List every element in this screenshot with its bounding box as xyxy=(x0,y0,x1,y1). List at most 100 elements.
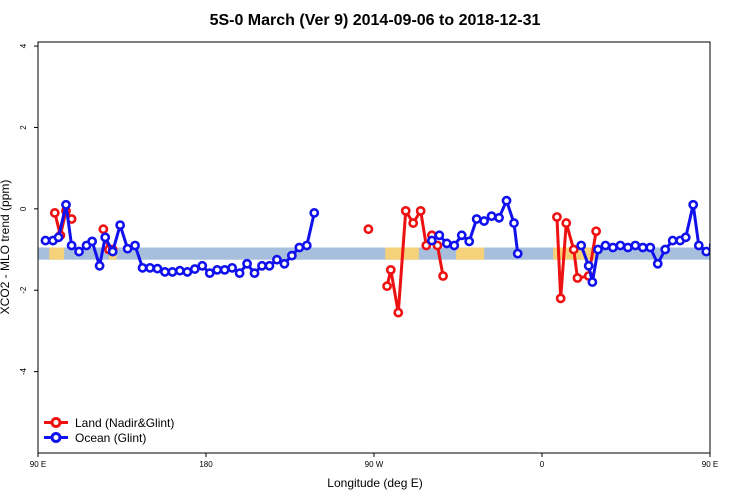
series-1-point-0-14 xyxy=(137,262,148,273)
series-0-point-3-0 xyxy=(382,281,392,292)
series-1-point-2-11 xyxy=(652,258,663,269)
series-1-point-0-23 xyxy=(204,268,215,279)
series-1-point-0-12 xyxy=(122,243,133,254)
series-1-point-2-4 xyxy=(600,240,611,251)
y-tick-label-0: -4 xyxy=(19,368,28,376)
series-1-point-1-7 xyxy=(479,216,490,226)
series-1-point-1-1 xyxy=(434,230,445,241)
series-0-point-0-0 xyxy=(49,208,60,218)
series-1-point-0-33 xyxy=(279,258,290,269)
series-1-point-0-36 xyxy=(301,240,312,251)
series-1-point-2-1 xyxy=(583,260,594,271)
series-1-point-1-9 xyxy=(494,212,504,223)
series-0-point-4-2 xyxy=(561,218,572,228)
series-1-point-1-4 xyxy=(456,230,467,241)
series-1-point-0-4 xyxy=(66,240,77,251)
y-tick-label-2: 0 xyxy=(19,206,28,211)
legend: Land (Nadir&Glint) Ocean (Glint) xyxy=(44,416,174,445)
legend-swatch-ocean-marker xyxy=(50,432,62,443)
x-tick-label-2: 90 W xyxy=(365,460,384,469)
x-axis-label: Longitude (deg E) xyxy=(327,476,422,490)
x-tick-label-4: 90 E xyxy=(702,460,718,469)
series-1-point-1-5 xyxy=(464,236,475,247)
series-1-point-2-15 xyxy=(680,232,691,243)
series-1-point-1-6 xyxy=(471,214,482,224)
legend-swatch-land-marker xyxy=(50,417,62,428)
series-1-point-1-8 xyxy=(486,211,497,222)
x-tick-label-1: 180 xyxy=(199,460,213,469)
series-1-point-0-17 xyxy=(160,267,170,277)
series-1-point-0-31 xyxy=(264,260,275,271)
series-1-point-0-24 xyxy=(212,264,223,275)
series-1-point-2-3 xyxy=(593,244,603,255)
series-1-point-0-0 xyxy=(40,235,51,246)
series-0-point-3-2 xyxy=(393,307,404,318)
series-0-point-1-0 xyxy=(98,224,109,235)
x-tick-label-3: 0 xyxy=(540,460,545,469)
series-0-point-4-3 xyxy=(568,244,579,255)
series-1-point-1-10 xyxy=(501,195,512,206)
series-1-point-2-10 xyxy=(645,242,656,253)
series-1-point-0-35 xyxy=(294,242,305,253)
series-1-point-0-34 xyxy=(286,250,297,261)
series-1-point-0-18 xyxy=(167,267,178,277)
series-1-point-2-5 xyxy=(608,242,618,253)
series-1-point-1-0 xyxy=(426,235,437,246)
series-0-point-4-1 xyxy=(555,293,566,304)
series-1-point-2-16 xyxy=(688,199,699,210)
series-1-point-0-20 xyxy=(182,267,193,277)
y-axis-label: XCO2 - MLO trend (ppm) xyxy=(0,180,12,315)
y-tick-label-1: -2 xyxy=(19,286,28,294)
series-1-point-0-32 xyxy=(272,254,282,265)
y-tick-label-4: 4 xyxy=(19,43,28,48)
series-1-point-0-5 xyxy=(74,246,84,257)
chart-title: 5S-0 March (Ver 9) 2014-09-06 to 2018-12… xyxy=(210,12,541,29)
series-1-point-0-11 xyxy=(115,220,126,231)
series-0-point-3-1 xyxy=(385,264,396,275)
series-1-point-1-3 xyxy=(449,240,460,251)
series-0-point-3-3 xyxy=(400,205,411,216)
series-0-point-4-4 xyxy=(572,273,583,283)
series-1-point-0-30 xyxy=(257,260,267,271)
series-1-point-2-0 xyxy=(576,240,587,251)
series-1-point-2-6 xyxy=(615,240,626,251)
series-1-point-0-21 xyxy=(189,264,200,274)
series-0-point-3-5 xyxy=(415,205,426,216)
series-1-point-0-2 xyxy=(53,232,64,243)
band-1-segment-0 xyxy=(49,247,65,260)
series-1-point-2-8 xyxy=(630,240,641,251)
plot-area xyxy=(38,195,710,318)
series-1-point-0-19 xyxy=(174,265,185,276)
series-1-point-0-7 xyxy=(87,236,98,247)
series-1-point-1-12 xyxy=(512,248,523,259)
y-axis-ticks: -4 -2 0 2 4 xyxy=(19,43,38,375)
series-1-point-2-7 xyxy=(622,242,633,253)
series-1-point-0-8 xyxy=(94,260,105,271)
series-1-point-0-29 xyxy=(249,268,260,279)
legend-label-ocean: Ocean (Glint) xyxy=(75,431,146,445)
series-1-point-0-15 xyxy=(145,262,155,273)
series-1-point-2-13 xyxy=(667,235,678,246)
x-tick-label-0: 90 E xyxy=(30,460,46,469)
legend-label-land: Land (Nadir&Glint) xyxy=(75,416,174,430)
y-tick-label-3: 2 xyxy=(19,125,28,130)
series-1-point-1-11 xyxy=(509,218,519,228)
series-1-point-0-22 xyxy=(197,260,208,271)
series-1-point-0-27 xyxy=(234,268,245,279)
series-1-point-0-28 xyxy=(242,258,252,269)
series-1-point-0-25 xyxy=(219,264,230,275)
series-1-point-2-9 xyxy=(637,242,648,253)
series-0-point-4-0 xyxy=(552,212,562,222)
series-1-point-0-26 xyxy=(227,262,238,273)
series-1-point-0-37 xyxy=(309,208,320,218)
series-1-point-0-10 xyxy=(107,246,118,257)
series-0-point-2-0 xyxy=(363,224,374,235)
series-0-point-3-4 xyxy=(408,218,419,228)
series-1-point-1-2 xyxy=(441,238,452,249)
series-0-point-3-9 xyxy=(438,271,448,281)
series-1-point-0-16 xyxy=(152,263,163,274)
series-1-point-2-17 xyxy=(693,240,704,251)
series-1-point-0-9 xyxy=(100,232,111,243)
